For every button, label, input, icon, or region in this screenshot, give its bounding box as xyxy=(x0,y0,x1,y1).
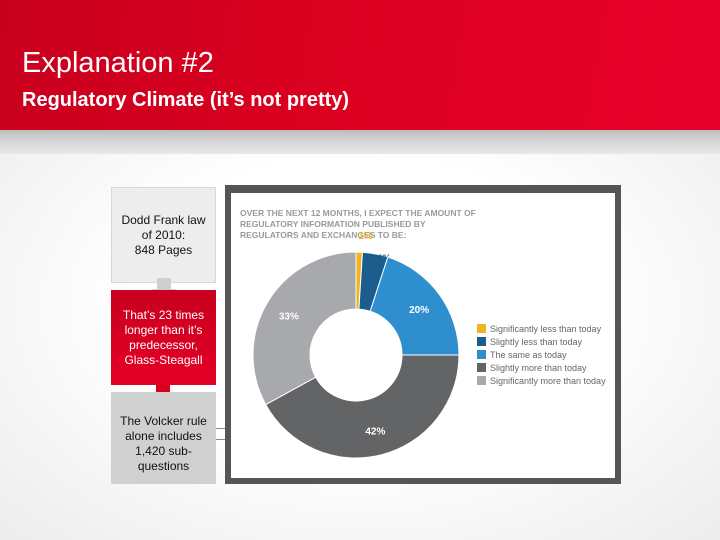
flow-box-line: 1,420 sub- xyxy=(135,444,192,458)
flow-box-dodd-frank: Dodd Frank law of 2010: 848 Pages xyxy=(111,187,216,283)
legend-item: Slightly less than today xyxy=(477,335,606,348)
legend-item: Significantly more than today xyxy=(477,374,606,387)
flow-box-line: Glass-Steagall xyxy=(124,352,203,367)
slice-value-label: 4% xyxy=(377,254,392,265)
legend-swatch xyxy=(477,363,486,372)
header-divider-band xyxy=(0,130,720,154)
legend-label: Significantly less than today xyxy=(490,323,602,334)
legend-swatch xyxy=(477,324,486,333)
arrow-down-icon xyxy=(157,278,171,292)
legend-label: Slightly less than today xyxy=(490,336,583,347)
flow-box-line: That’s 23 times xyxy=(122,307,205,322)
legend-swatch xyxy=(477,337,486,346)
flow-box-line: 848 Pages xyxy=(134,242,193,257)
flow-box-line: The Volcker rule xyxy=(120,414,207,428)
legend-swatch xyxy=(477,350,486,359)
flow-box-line: predecessor, xyxy=(129,337,198,352)
legend-item: Significantly less than today xyxy=(477,322,606,335)
slice-value-label: 1% xyxy=(358,231,373,242)
slice-value-label: 33% xyxy=(279,311,299,322)
flow-box-line: Dodd Frank law xyxy=(121,212,206,227)
slide-title: Explanation #2 xyxy=(22,47,214,79)
flow-box-glass-steagall: That’s 23 times longer than it’s predece… xyxy=(111,290,216,385)
flow-box-line: of 2010: xyxy=(141,227,186,242)
legend-label: Significantly more than today xyxy=(490,375,606,386)
slide-header xyxy=(0,0,720,130)
pie-slice xyxy=(369,256,460,356)
flow-box-line: longer than it’s xyxy=(124,322,203,337)
slide-subtitle: Regulatory Climate (it’s not pretty) xyxy=(22,89,350,111)
pie-slice xyxy=(252,251,357,406)
flow-box-line: alone includes xyxy=(125,429,202,443)
slice-value-label: 42% xyxy=(365,427,385,438)
pie-slice xyxy=(265,354,460,459)
donut-chart: 1% 4% 20% 42% 33% xyxy=(252,231,460,459)
legend-label: The same as today xyxy=(490,349,567,360)
flow-box-volcker: The Volcker rule alone includes 1,420 su… xyxy=(111,392,216,484)
slice-value-label: 20% xyxy=(409,305,429,316)
arrow-down-icon xyxy=(156,383,170,393)
legend-label: Slightly more than today xyxy=(490,362,587,373)
flow-box-line: questions xyxy=(137,459,190,473)
chart-legend: Significantly less than today Slightly le… xyxy=(477,322,606,387)
chart-title: Over the next 12 months, I expect the am… xyxy=(240,208,476,240)
legend-item: The same as today xyxy=(477,348,606,361)
legend-item: Slightly more than today xyxy=(477,361,606,374)
legend-swatch xyxy=(477,376,486,385)
